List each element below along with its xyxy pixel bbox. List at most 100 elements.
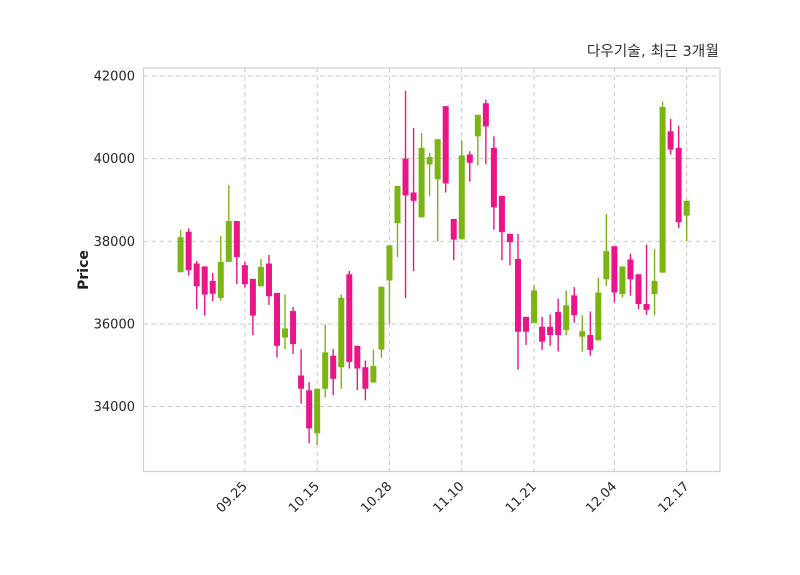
candle-54 (611, 246, 618, 303)
candle-body (378, 286, 385, 350)
candle-12 (273, 292, 280, 358)
candle-10 (257, 259, 264, 287)
candle-body (346, 274, 353, 362)
candle-0 (177, 230, 184, 273)
candle-body (523, 316, 530, 332)
candle-body (225, 221, 232, 262)
candle-body (490, 147, 497, 208)
candle-body (410, 192, 417, 201)
candle-1 (185, 228, 192, 276)
candle-55 (619, 266, 626, 298)
candle-body (290, 311, 297, 345)
x-tick-label: 10.28 (358, 479, 395, 516)
candle-25 (378, 286, 385, 358)
x-tick-label: 09.25 (214, 479, 251, 516)
y-tick-label: 36000 (94, 317, 135, 332)
candle-53 (603, 213, 610, 286)
candle-body (201, 266, 208, 295)
candle-63 (683, 200, 690, 242)
candle-50 (579, 315, 586, 352)
x-tick-label: 11.10 (431, 479, 468, 516)
candle-body (442, 106, 449, 184)
candle-body (249, 278, 256, 316)
candle-body (482, 103, 489, 127)
candle-body (450, 218, 457, 240)
candle-8 (241, 261, 248, 288)
y-tick-label: 34000 (94, 400, 135, 415)
candle-19 (330, 349, 337, 396)
candle-3 (201, 266, 208, 316)
candle-body (675, 147, 682, 223)
candle-body (571, 295, 578, 316)
candle-15 (298, 349, 305, 404)
candle-body (193, 263, 200, 287)
candle-38 (482, 99, 489, 165)
candle-body (683, 200, 690, 216)
candle-32 (434, 139, 441, 242)
candle-body (217, 261, 224, 298)
x-tick-label: 10.15 (286, 479, 323, 516)
candle-51 (587, 311, 594, 356)
candle-7 (233, 221, 240, 285)
candle-20 (338, 294, 345, 389)
candle-body (611, 246, 618, 293)
candle-body (298, 375, 305, 389)
candle-body (394, 185, 401, 224)
candle-59 (651, 249, 658, 316)
candle-body (466, 154, 473, 163)
y-tick-label: 42000 (94, 70, 135, 85)
candle-5 (217, 235, 224, 301)
candle-16 (306, 382, 313, 444)
candle-44 (531, 285, 538, 324)
chart-title: 다우기술, 최근 3개월 (586, 44, 719, 60)
candle-body (555, 311, 562, 336)
candle-28 (402, 90, 409, 299)
candle-60 (659, 101, 666, 273)
candle-30 (418, 133, 425, 218)
candle-24 (370, 349, 377, 383)
candle-body (643, 304, 650, 310)
candle-56 (627, 253, 634, 296)
candle-body (386, 245, 393, 281)
candle-26 (386, 245, 393, 324)
candle-18 (322, 324, 329, 398)
candle-body (338, 297, 345, 368)
candle-61 (667, 118, 674, 155)
candle-4 (209, 273, 216, 302)
candle-body (185, 231, 192, 271)
x-tick-label: 12.04 (583, 479, 620, 516)
candle-body (330, 355, 337, 379)
candle-2 (193, 261, 200, 310)
candle-14 (290, 306, 297, 355)
candle-body (177, 237, 184, 273)
candle-62 (675, 125, 682, 229)
candle-body (474, 114, 481, 137)
candle-body (273, 292, 280, 346)
candle-body (314, 388, 321, 434)
candle-31 (426, 152, 433, 196)
candle-29 (410, 128, 417, 272)
candle-37 (474, 114, 481, 166)
candle-body (306, 390, 313, 429)
candle-27 (394, 185, 401, 257)
candle-body (362, 367, 369, 389)
candle-body (418, 147, 425, 218)
candle-36 (466, 151, 473, 182)
candle-body (458, 155, 465, 240)
candle-body (603, 251, 610, 280)
candle-34 (450, 218, 457, 261)
candle-body (587, 335, 594, 350)
candle-35 (458, 140, 465, 240)
candle-57 (635, 274, 642, 310)
candle-body (282, 328, 289, 338)
candle-17 (314, 388, 321, 445)
plot-area (142, 67, 721, 473)
candle-49 (571, 287, 578, 323)
candle-45 (539, 316, 546, 350)
candle-21 (346, 270, 353, 369)
candle-46 (547, 314, 554, 346)
candle-42 (514, 233, 521, 370)
candle-body (595, 292, 602, 341)
candle-body (539, 326, 546, 342)
